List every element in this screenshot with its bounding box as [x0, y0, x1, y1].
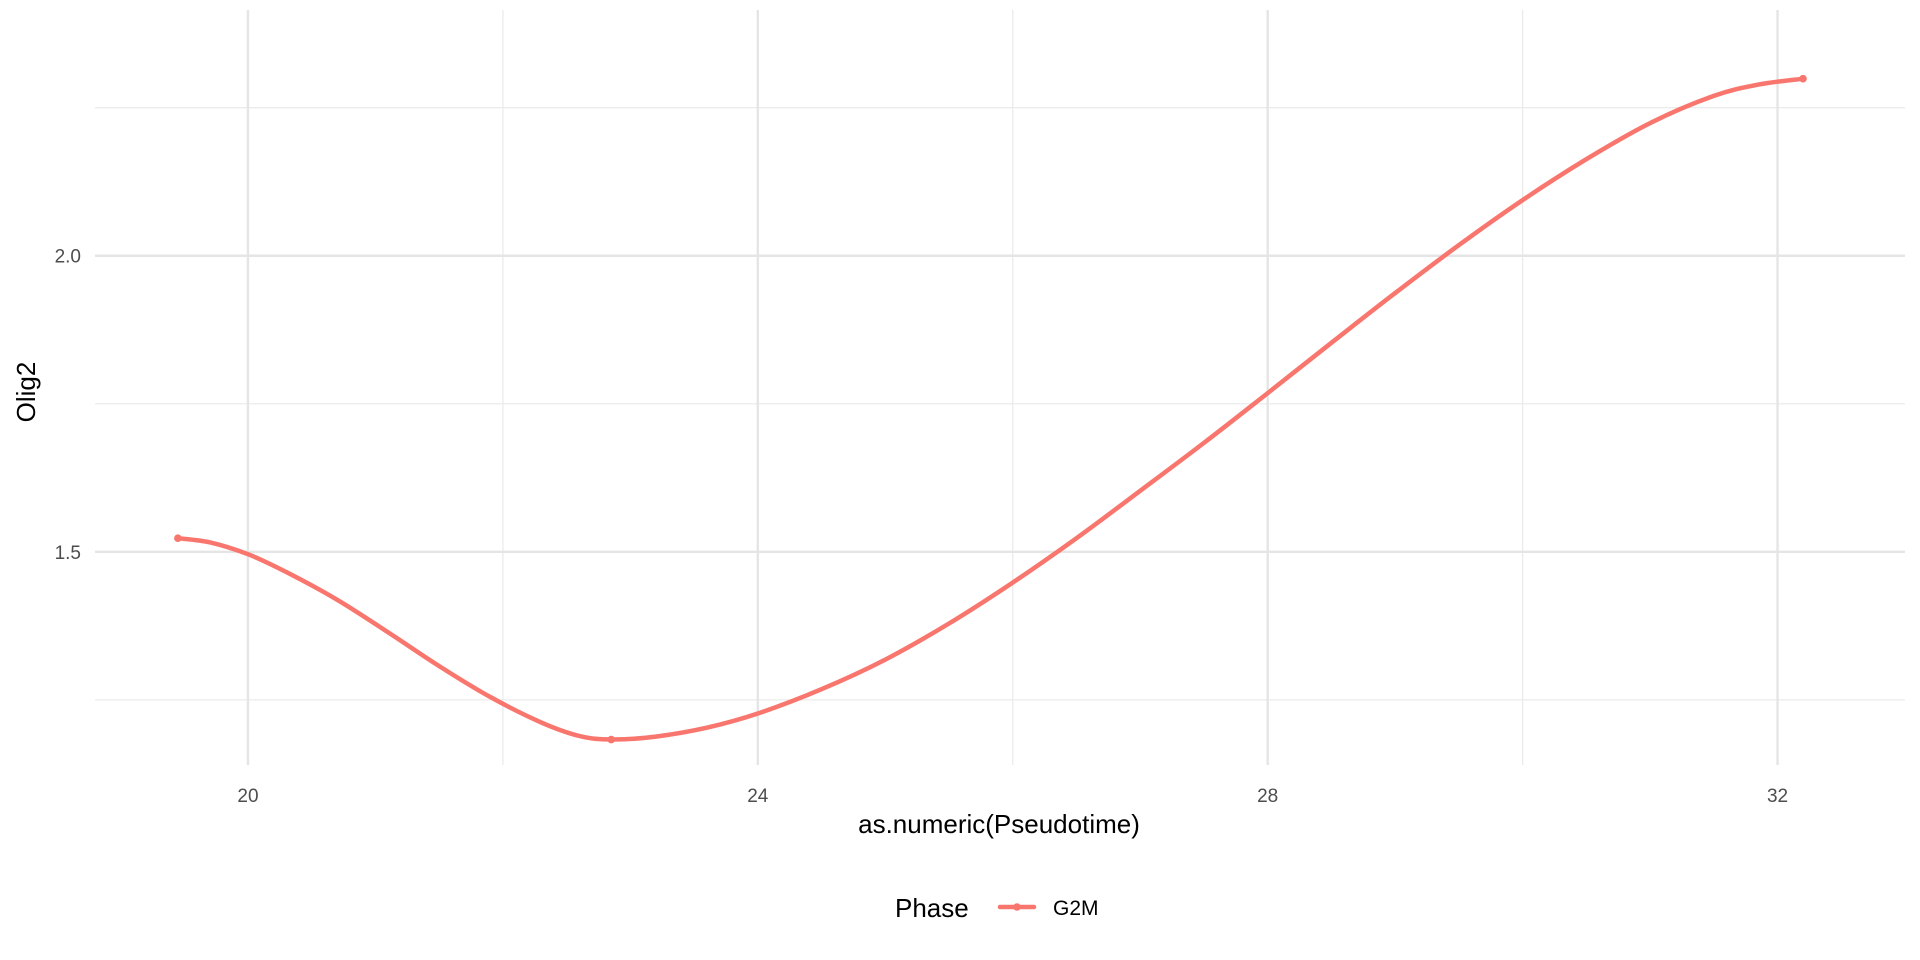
major-gridlines [95, 10, 1905, 765]
minor-gridlines [95, 10, 1905, 765]
legend-title: Phase [895, 893, 969, 923]
y-axis-title: Olig2 [11, 362, 41, 423]
series-line-g2m [175, 76, 1806, 742]
data-point [1799, 74, 1807, 83]
legend-label-g2m: G2M [1053, 897, 1099, 920]
x-tick-label: 32 [1767, 786, 1788, 807]
legend: Phase G2M [895, 893, 1099, 923]
y-tick-label: 1.5 [55, 543, 81, 564]
x-tick-label: 24 [747, 786, 769, 807]
x-axis-tick-labels: 20 24 28 32 [237, 786, 1788, 807]
data-point [174, 534, 182, 543]
y-tick-label: 2.0 [55, 247, 81, 268]
legend-key [997, 903, 1037, 911]
x-axis-title: as.numeric(Pseudotime) [858, 809, 1140, 839]
legend-key-point [1013, 903, 1021, 911]
series-layer [174, 74, 1807, 744]
y-axis-tick-labels: 1.5 2.0 [55, 247, 81, 564]
x-tick-label: 20 [237, 786, 258, 807]
data-point [607, 735, 616, 744]
x-tick-label: 28 [1257, 786, 1278, 807]
